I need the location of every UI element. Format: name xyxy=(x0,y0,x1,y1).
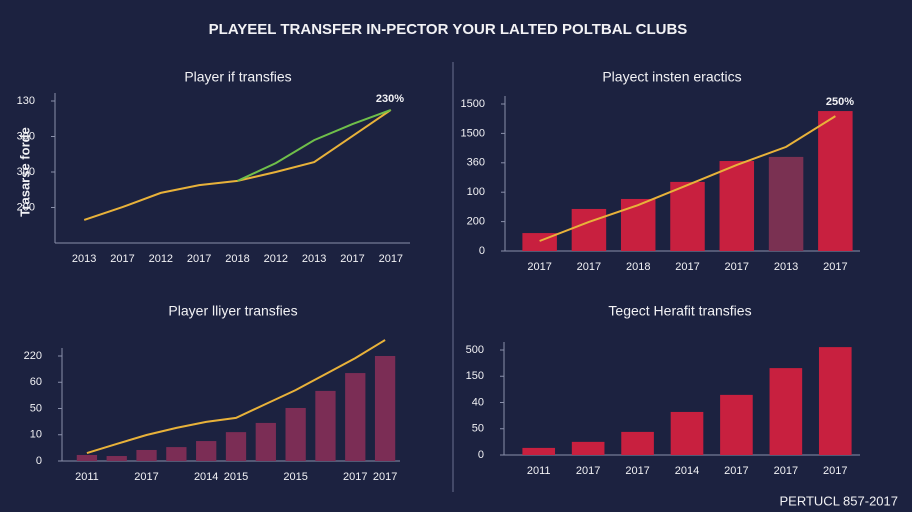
x-tick-label: 2017 xyxy=(675,261,699,273)
bar xyxy=(571,441,605,455)
y-tick-label: 150 xyxy=(466,370,484,382)
line xyxy=(237,108,392,182)
x-tick-label: 2014 xyxy=(675,465,699,477)
x-tick-label: 2011 xyxy=(527,465,551,477)
chart-title: Tegect Herafit transfies xyxy=(608,303,751,319)
x-tick-label: 2017 xyxy=(110,253,134,265)
x-tick-label: 2017 xyxy=(134,471,158,483)
line xyxy=(539,115,836,242)
y-tick-label: 200 xyxy=(17,201,35,213)
x-tick-label: 2012 xyxy=(264,253,288,265)
y-tick-label: 100 xyxy=(467,186,485,198)
bar xyxy=(374,356,396,461)
x-tick-label: 2017 xyxy=(823,261,847,273)
x-tick-label: 2013 xyxy=(72,253,96,265)
bar xyxy=(255,422,276,461)
x-tick-label: 2017 xyxy=(576,465,600,477)
x-tick-label: 2015 xyxy=(283,471,307,483)
bar xyxy=(670,411,704,455)
x-tick-label: 2017 xyxy=(774,465,798,477)
bar xyxy=(621,431,654,455)
bar xyxy=(285,407,306,461)
bar xyxy=(720,394,753,455)
bar xyxy=(345,373,366,461)
x-tick-label: 2017 xyxy=(625,465,649,477)
x-tick-label: 2018 xyxy=(225,253,249,265)
y-axis-title: Trasarse forde xyxy=(17,127,32,217)
x-tick-label: 2017 xyxy=(373,471,397,483)
annotation: 250% xyxy=(826,96,854,108)
y-tick-label: 130 xyxy=(17,95,35,107)
bar xyxy=(196,441,217,461)
bar xyxy=(670,181,705,251)
chart-title: Player lliyer transfies xyxy=(168,303,297,319)
y-tick-label: 200 xyxy=(467,216,485,228)
y-tick-label: 360 xyxy=(467,157,485,169)
x-tick-label: 2017 xyxy=(725,261,749,273)
x-tick-label: 2013 xyxy=(774,261,798,273)
x-tick-label: 2017 xyxy=(340,253,364,265)
x-tick-label: 2015 xyxy=(224,471,248,483)
x-tick-label: 2017 xyxy=(823,465,847,477)
x-tick-label: 2014 xyxy=(194,471,218,483)
x-tick-label: 2018 xyxy=(626,261,650,273)
bar xyxy=(818,111,853,251)
y-tick-label: 500 xyxy=(466,344,484,356)
y-tick-label: 60 xyxy=(30,376,42,388)
bar xyxy=(571,208,607,251)
bar xyxy=(620,198,656,251)
bar xyxy=(106,456,127,461)
main-title: PLAYEEL TRANSFER IN-PECTOR YOUR LALTED P… xyxy=(209,21,688,38)
bar xyxy=(76,454,98,461)
bar xyxy=(818,347,852,455)
x-tick-label: 2017 xyxy=(343,471,367,483)
x-tick-label: 2017 xyxy=(187,253,211,265)
annotation: 230% xyxy=(376,93,404,105)
y-tick-label: 1500 xyxy=(461,98,485,110)
y-tick-label: 0 xyxy=(478,449,484,461)
x-tick-label: 2013 xyxy=(302,253,326,265)
bar xyxy=(166,447,187,461)
footer: PERTUCL 857-2017 xyxy=(779,493,898,508)
y-tick-label: 0 xyxy=(36,455,42,467)
y-tick-label: 0 xyxy=(479,245,485,257)
chart-title: Playect insten eractics xyxy=(602,69,741,85)
line xyxy=(86,339,386,455)
y-tick-label: 300 xyxy=(17,130,35,142)
x-tick-label: 2017 xyxy=(527,261,551,273)
y-tick-label: 10 xyxy=(30,429,42,441)
bar xyxy=(719,161,755,251)
x-tick-label: 2011 xyxy=(75,471,99,483)
bar xyxy=(769,368,803,455)
y-tick-label: 50 xyxy=(30,402,42,414)
bar xyxy=(522,447,556,455)
y-tick-label: 40 xyxy=(472,396,484,408)
x-tick-label: 2017 xyxy=(379,253,403,265)
bar xyxy=(315,390,336,461)
y-tick-label: 50 xyxy=(472,423,484,435)
chart-title: Player if transfies xyxy=(184,69,291,85)
x-tick-label: 2017 xyxy=(724,465,748,477)
bar xyxy=(136,449,157,461)
y-tick-label: 1500 xyxy=(461,127,485,139)
bar xyxy=(225,432,247,461)
x-tick-label: 2012 xyxy=(149,253,173,265)
y-tick-label: 220 xyxy=(24,350,42,362)
x-tick-label: 2017 xyxy=(577,261,601,273)
bar xyxy=(768,156,804,251)
y-tick-label: 300 xyxy=(17,166,35,178)
